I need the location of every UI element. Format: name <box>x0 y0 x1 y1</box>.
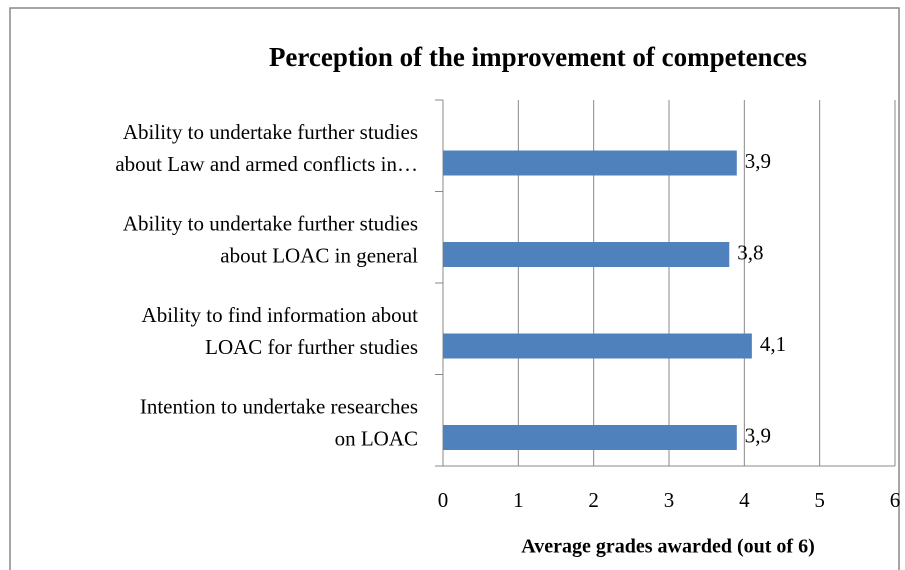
data-label: 3,9 <box>745 423 771 447</box>
x-tick-label: 1 <box>513 488 524 512</box>
y-tick-label: Ability to undertake further studies <box>123 120 418 144</box>
x-tick-label: 0 <box>438 488 449 512</box>
y-tick-label: about Law and armed conflicts in… <box>115 152 418 176</box>
y-tick-label: on LOAC <box>335 426 418 450</box>
data-label: 3,8 <box>737 240 763 264</box>
x-tick-label: 2 <box>588 488 599 512</box>
x-tick-label: 5 <box>814 488 825 512</box>
y-tick-label: Ability to find information about <box>142 303 419 327</box>
x-tick-label: 6 <box>890 488 901 512</box>
data-label: 4,1 <box>760 332 786 356</box>
bar <box>443 333 752 359</box>
y-tick-label: about LOAC in general <box>220 243 418 267</box>
bar <box>443 150 737 176</box>
y-tick-label: LOAC for further studies <box>205 335 418 359</box>
bar <box>443 425 737 450</box>
y-tick-label: Intention to undertake researches <box>140 394 418 418</box>
bar <box>443 242 730 267</box>
chart-title: Perception of the improvement of compete… <box>269 42 807 72</box>
x-axis-title: Average grades awarded (out of 6) <box>521 536 814 558</box>
y-tick-label: Ability to undertake further studies <box>123 211 418 235</box>
x-tick-label: 4 <box>739 488 750 512</box>
chart-border <box>9 7 900 570</box>
x-tick-label: 3 <box>664 488 675 512</box>
data-label: 3,9 <box>745 149 771 173</box>
